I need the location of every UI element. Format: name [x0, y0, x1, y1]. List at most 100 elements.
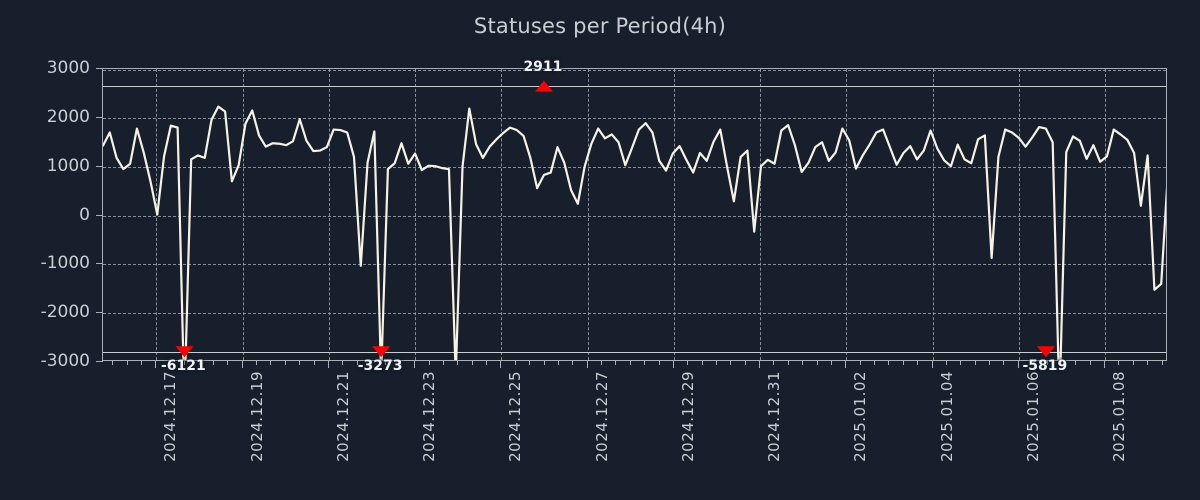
y-axis-label: 2000 [46, 106, 90, 127]
x-axis-label: 2024.12.25 [506, 371, 525, 462]
x-axis-minor-tick [442, 361, 444, 365]
x-axis-minor-tick [859, 361, 861, 365]
x-axis-minor-tick [658, 361, 660, 365]
x-axis-tick [241, 361, 243, 368]
x-axis-minor-tick [1089, 361, 1091, 365]
x-axis-minor-tick [773, 361, 775, 365]
y-axis-tick [96, 165, 103, 167]
gridline-vertical [1018, 69, 1020, 360]
y-axis-tick [96, 361, 103, 362]
gridline-vertical [1105, 69, 1107, 360]
x-axis-minor-tick [342, 361, 344, 365]
x-axis-tick [414, 361, 416, 368]
x-axis-minor-tick [945, 361, 947, 365]
x-axis-minor-tick [198, 361, 200, 365]
y-axis-tick [96, 116, 103, 118]
x-axis-minor-tick [1032, 361, 1034, 365]
x-axis-label: 2024.12.31 [765, 371, 784, 462]
extreme-value-marker[interactable] [534, 80, 553, 92]
x-axis-minor-tick [888, 361, 890, 365]
gridline-horizontal [103, 70, 1166, 71]
x-axis-label: 2024.12.29 [678, 371, 697, 462]
x-axis-minor-tick [126, 361, 128, 365]
x-axis-tick [931, 361, 933, 368]
x-axis-minor-tick [457, 361, 459, 365]
x-axis-minor-tick [615, 361, 617, 365]
x-axis-minor-tick [284, 361, 286, 365]
x-axis-minor-tick [787, 361, 789, 365]
gridline-horizontal [103, 166, 1166, 168]
extreme-value-markers[interactable] [103, 69, 1166, 360]
x-axis-tick [500, 361, 502, 368]
y-axis-label: 3000 [46, 58, 90, 78]
x-axis-minor-tick [1060, 361, 1062, 365]
gridline-vertical [760, 69, 762, 360]
x-axis-tick [672, 361, 674, 368]
plot-area[interactable] [102, 68, 1167, 361]
gridline-vertical [587, 69, 589, 360]
annotation-value-label: 2911 [523, 59, 563, 76]
x-axis-minor-tick [256, 361, 258, 365]
x-axis-minor-tick [1075, 361, 1077, 365]
x-axis-minor-tick [629, 361, 631, 365]
annotation-value-label: -5819 [1022, 357, 1068, 374]
x-axis-minor-tick [543, 361, 545, 365]
x-axis-minor-tick [1132, 361, 1134, 365]
x-axis-tick [845, 361, 847, 368]
y-axis-label: 0 [79, 204, 90, 225]
x-axis-label: 2024.12.17 [161, 371, 180, 462]
x-axis-tick [1017, 361, 1019, 368]
x-axis-minor-tick [874, 361, 876, 365]
x-axis-minor-tick [802, 361, 804, 365]
annotation-value-label: -3273 [357, 357, 403, 374]
x-axis-minor-tick [1118, 361, 1120, 365]
x-axis-minor-tick [701, 361, 703, 365]
x-axis-minor-tick [730, 361, 732, 365]
x-axis-minor-tick [529, 361, 531, 365]
x-axis-label: 2025.01.02 [851, 371, 870, 462]
x-axis-minor-tick [313, 361, 315, 365]
gridline-horizontal [103, 264, 1166, 266]
x-axis-minor-tick [112, 361, 114, 365]
x-axis-tick [586, 361, 588, 368]
x-axis-minor-tick [744, 361, 746, 365]
extreme-value-marker[interactable] [1036, 346, 1055, 358]
x-axis-minor-tick [830, 361, 832, 365]
y-axis-label: -1000 [40, 253, 90, 274]
extreme-value-marker[interactable] [372, 346, 391, 358]
clip-limit-line [103, 351, 1166, 353]
y-axis-tick [96, 263, 103, 265]
x-axis-minor-tick [428, 361, 430, 365]
x-axis-tick [759, 361, 761, 368]
x-axis-minor-tick [184, 361, 186, 365]
gridline-vertical [415, 69, 417, 360]
x-axis-minor-tick [270, 361, 272, 365]
x-axis-minor-tick [1147, 361, 1149, 365]
x-axis-label: 2024.12.19 [247, 371, 266, 462]
x-axis-label: 2024.12.23 [420, 371, 439, 462]
gridline-horizontal [103, 313, 1166, 315]
x-axis-minor-tick [212, 361, 214, 365]
x-axis-minor-tick [141, 361, 143, 365]
x-axis-label: 2025.01.04 [937, 371, 956, 462]
x-axis-minor-tick [514, 361, 516, 365]
y-axis-label: -2000 [40, 302, 90, 323]
x-axis-minor-tick [601, 361, 602, 365]
gridline-horizontal [103, 215, 1166, 217]
x-axis-minor-tick [816, 361, 818, 365]
series-line [103, 69, 1166, 360]
x-axis-label: 2024.12.21 [333, 371, 352, 462]
extreme-value-marker[interactable] [175, 346, 194, 358]
series-polyline [103, 107, 1166, 360]
x-axis-minor-tick [715, 361, 717, 365]
x-axis-minor-tick [572, 361, 574, 365]
x-axis-minor-tick [960, 361, 962, 365]
x-axis-minor-tick [989, 361, 991, 365]
x-axis-minor-tick [399, 361, 401, 365]
y-axis-label: 1000 [46, 155, 90, 176]
x-axis-minor-tick [1046, 361, 1048, 365]
gridline-horizontal [103, 117, 1166, 119]
x-axis-minor-tick [299, 361, 301, 365]
x-axis-tick [155, 361, 157, 368]
gridline-vertical [501, 69, 503, 360]
